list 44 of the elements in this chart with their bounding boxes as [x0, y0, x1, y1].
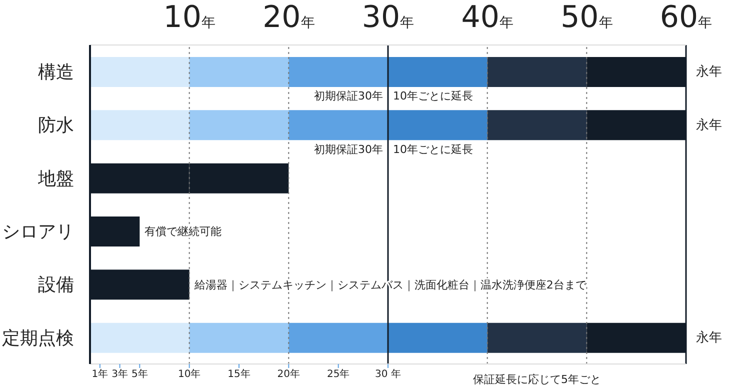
y-tick-label: シロアリ: [2, 221, 74, 242]
x-tick-label: 1年: [92, 368, 108, 380]
bar: [288, 110, 388, 140]
bar: [189, 322, 289, 353]
bar: [288, 322, 388, 353]
annotation: 永年: [696, 329, 722, 346]
x2-tick-label: 40年: [461, 0, 514, 35]
annotation: 有償で継続可能: [144, 225, 222, 238]
bar: [189, 110, 289, 140]
text: 保証延長に応じて5年ごと: [473, 373, 601, 386]
x-tick-label: 10年: [178, 368, 201, 380]
bar: [189, 57, 289, 87]
x2-tick-label: 30年: [362, 0, 414, 35]
x2-tick-label: 10年: [163, 0, 216, 35]
bar: [388, 110, 488, 140]
y-tick-label: 定期点検: [2, 328, 74, 349]
x2-tick-label: 60年: [660, 0, 712, 35]
x-tick-label: 25年: [326, 368, 350, 380]
x-tick-label: 3年: [112, 368, 128, 380]
bar: [487, 322, 587, 353]
y-tick-label: 防水: [38, 115, 74, 136]
x-tick-label: 15年: [228, 368, 250, 380]
bar: [90, 322, 190, 353]
bar: [388, 322, 488, 353]
bar: [388, 57, 488, 87]
annotation: 永年: [696, 116, 722, 133]
x-tick-label: 5年: [131, 368, 148, 380]
x-tick-label: 20年: [277, 368, 300, 380]
annotation: 10年ごとに延長: [393, 90, 473, 103]
x2-tick-label: 50年: [560, 0, 613, 35]
annotation: 10年ごとに延長: [393, 142, 473, 156]
bar: [288, 57, 388, 87]
annotation: 初期保証30年: [314, 90, 383, 103]
x2-tick-label: 20年: [262, 0, 315, 35]
annotation: 永年: [696, 64, 722, 80]
bar: [487, 57, 587, 87]
y-tick-label: 地盤: [37, 168, 74, 190]
bar: [90, 57, 190, 87]
x-tick-label: 30 年: [375, 368, 401, 380]
annotation: 初期保証30年: [314, 142, 383, 156]
y-tick-label: 構造: [38, 62, 74, 83]
y-tick-label: 設備: [38, 274, 74, 296]
bar: [487, 110, 587, 140]
bar: [90, 110, 190, 140]
